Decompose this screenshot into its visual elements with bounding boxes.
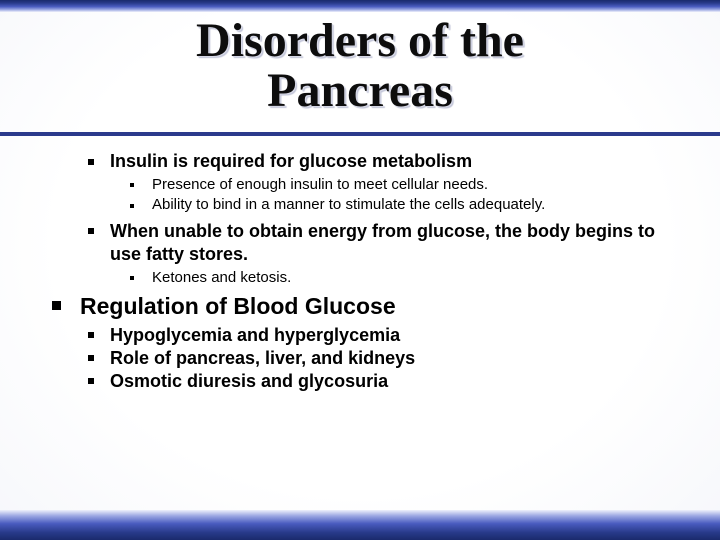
bullet-lvl1: Osmotic diuresis and glycosuria bbox=[88, 370, 680, 393]
bullet-lvl2: Ketones and ketosis. bbox=[130, 268, 680, 288]
slide: Disorders of the Pancreas Insulin is req… bbox=[0, 0, 720, 540]
bullet-lvl2: Presence of enough insulin to meet cellu… bbox=[130, 175, 680, 195]
bullet-lvl1: Role of pancreas, liver, and kidneys bbox=[88, 347, 680, 370]
bullet-lvl2: Ability to bind in a manner to stimulate… bbox=[130, 195, 680, 215]
bullet-text: When unable to obtain energy from glucos… bbox=[110, 221, 655, 264]
section-text: Regulation of Blood Glucose bbox=[80, 293, 396, 319]
title-underline bbox=[0, 132, 720, 136]
top-gradient-bar bbox=[0, 0, 720, 12]
bullet-lvl1: When unable to obtain energy from glucos… bbox=[88, 220, 680, 288]
bullet-text: Ability to bind in a manner to stimulate… bbox=[152, 196, 545, 213]
bullet-sublist: Ketones and ketosis. bbox=[110, 268, 680, 288]
bullet-lvl1: Hypoglycemia and hyperglycemia bbox=[88, 324, 680, 347]
bottom-gradient-bar bbox=[0, 510, 720, 540]
bullet-sublist: Presence of enough insulin to meet cellu… bbox=[110, 175, 680, 216]
bullet-text: Presence of enough insulin to meet cellu… bbox=[152, 176, 488, 193]
content-area: Insulin is required for glucose metaboli… bbox=[88, 150, 680, 393]
bullet-lvl1: Insulin is required for glucose metaboli… bbox=[88, 150, 680, 216]
bullet-text: Insulin is required for glucose metaboli… bbox=[110, 151, 472, 171]
slide-title: Disorders of the Pancreas bbox=[176, 16, 544, 117]
bullet-list-before-section: Insulin is required for glucose metaboli… bbox=[88, 150, 680, 288]
title-line-2: Pancreas bbox=[267, 64, 453, 117]
bullet-text: Hypoglycemia and hyperglycemia bbox=[110, 325, 400, 345]
section-heading: Regulation of Blood Glucose bbox=[52, 292, 680, 322]
bullet-text: Osmotic diuresis and glycosuria bbox=[110, 371, 388, 391]
bullet-text: Ketones and ketosis. bbox=[152, 269, 291, 286]
title-line-1: Disorders of the bbox=[196, 14, 524, 67]
bullet-text: Role of pancreas, liver, and kidneys bbox=[110, 348, 415, 368]
bullet-list-after-section: Hypoglycemia and hyperglycemia Role of p… bbox=[88, 324, 680, 393]
title-block: Disorders of the Pancreas bbox=[0, 16, 720, 117]
